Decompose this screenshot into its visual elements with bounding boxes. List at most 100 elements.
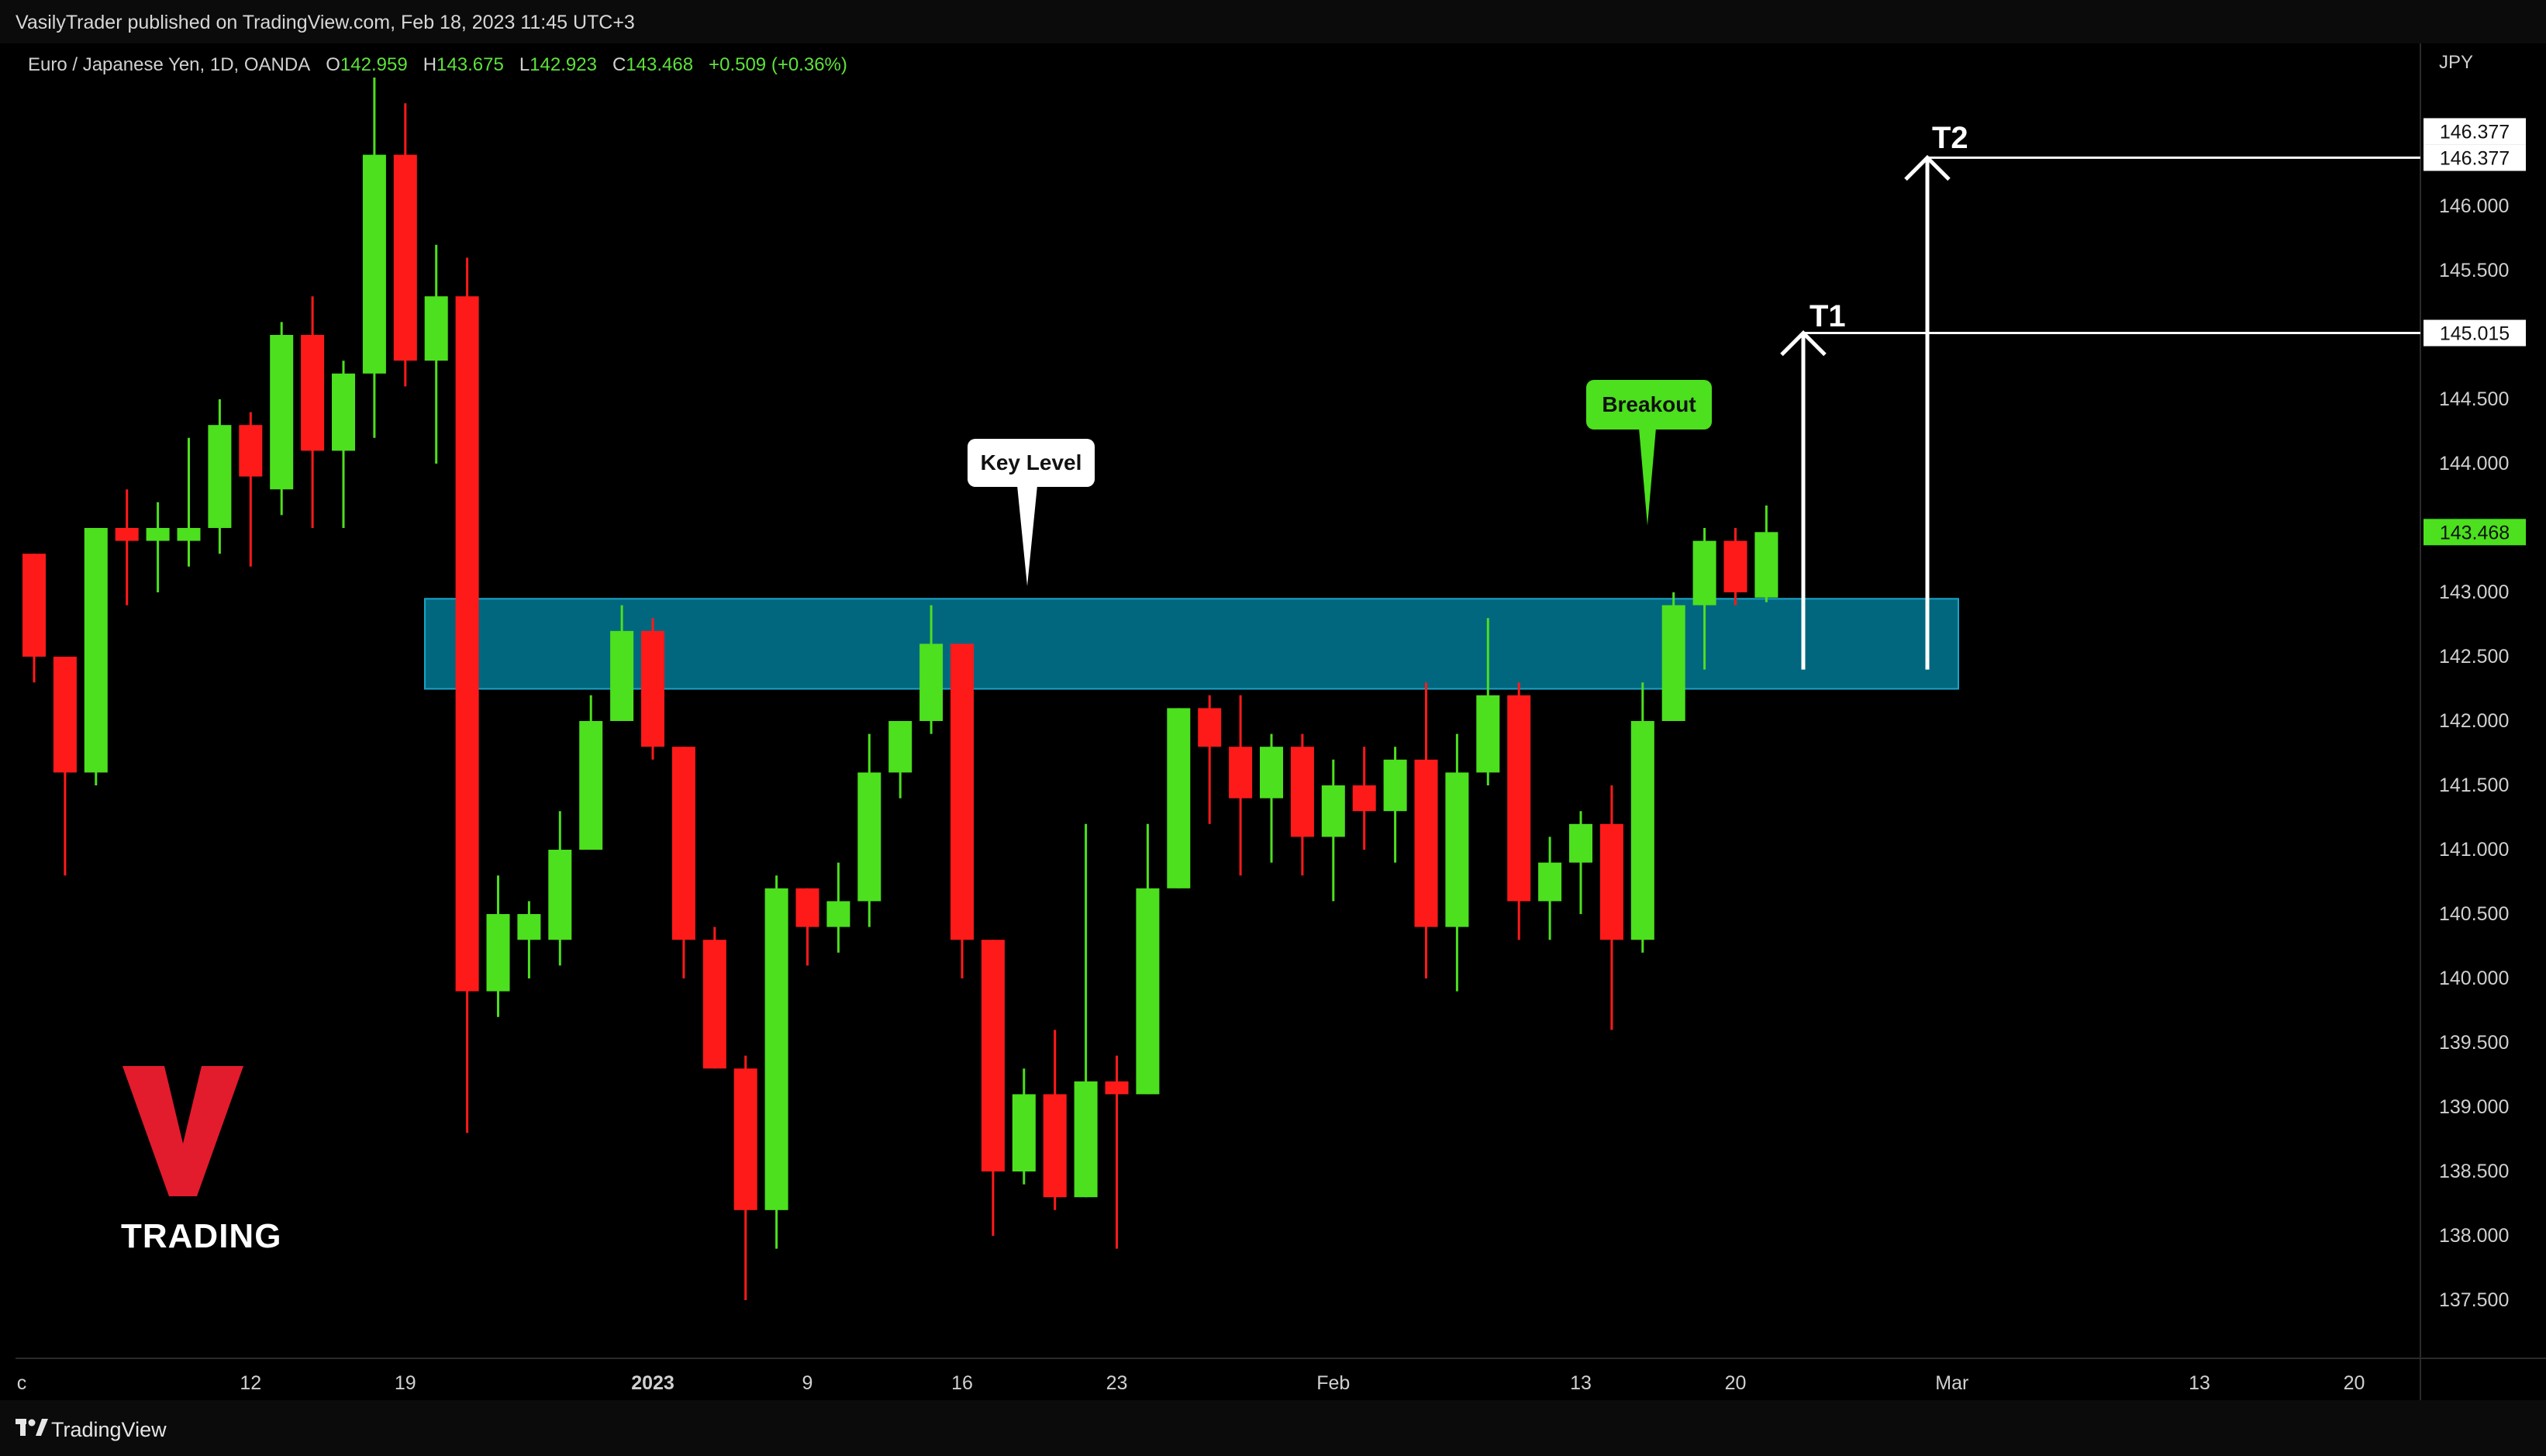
candle-body xyxy=(1538,862,1562,902)
candle[interactable] xyxy=(1043,1030,1067,1210)
candle[interactable] xyxy=(1260,733,1283,863)
key-level-callout[interactable]: Key Level xyxy=(968,439,1095,487)
candle[interactable] xyxy=(393,103,417,387)
price-tick-label: 146.000 xyxy=(2439,195,2509,217)
time-tick-label: 9 xyxy=(802,1372,813,1394)
key-level-zone[interactable] xyxy=(424,598,1959,690)
time-axis[interactable]: c 12 19 2023 9 16 23 Feb 13 20 Mar 13 20 xyxy=(17,1372,2365,1394)
candle[interactable] xyxy=(671,747,695,978)
candle[interactable] xyxy=(239,412,263,567)
candle[interactable] xyxy=(208,399,232,554)
candle[interactable] xyxy=(610,605,634,721)
candle[interactable] xyxy=(548,811,572,966)
candle-body xyxy=(857,772,881,902)
candle[interactable] xyxy=(795,888,819,966)
tradingview-logo-icon[interactable] xyxy=(16,1416,48,1437)
candle[interactable] xyxy=(1630,682,1654,953)
candle[interactable] xyxy=(424,244,448,464)
footer-bar xyxy=(0,1400,2546,1456)
candle[interactable] xyxy=(1599,785,1623,1030)
price-axis[interactable]: 137.500 138.000 138.500 139.000 139.500 140.0… xyxy=(2424,118,2526,1311)
target-lines xyxy=(1780,154,2420,670)
candle[interactable] xyxy=(826,862,850,953)
candle[interactable] xyxy=(84,528,108,785)
price-tick-label: 137.500 xyxy=(2439,1289,2509,1311)
candle[interactable] xyxy=(1723,528,1747,606)
time-tick-label: 13 xyxy=(1570,1372,1592,1394)
candle[interactable] xyxy=(579,695,603,850)
candle[interactable] xyxy=(1198,695,1222,824)
candle[interactable] xyxy=(1012,1068,1036,1185)
candle[interactable] xyxy=(1538,837,1562,940)
candle-body xyxy=(764,888,788,1210)
time-tick-label: 2023 xyxy=(631,1372,674,1394)
candle[interactable] xyxy=(1661,592,1685,721)
candle[interactable] xyxy=(1569,811,1592,914)
candle[interactable] xyxy=(301,296,325,528)
candle[interactable] xyxy=(517,901,541,978)
candle[interactable] xyxy=(1321,759,1345,902)
candle-body xyxy=(177,528,201,541)
candle[interactable] xyxy=(270,322,294,516)
candle[interactable] xyxy=(115,489,139,606)
candle[interactable] xyxy=(177,437,201,567)
price-axis-badge: 143.468 xyxy=(2424,519,2526,546)
candle[interactable] xyxy=(1290,733,1314,876)
candle[interactable] xyxy=(1352,747,1376,850)
candle[interactable] xyxy=(146,502,170,592)
candle[interactable] xyxy=(1692,528,1716,670)
candle[interactable] xyxy=(888,721,912,799)
breakout-callout[interactable]: Breakout xyxy=(1586,380,1712,430)
candle[interactable] xyxy=(1383,747,1407,863)
candle-body xyxy=(486,914,510,992)
price-axis-badge: 145.015 xyxy=(2424,319,2526,347)
candle[interactable] xyxy=(1445,733,1469,992)
high-value: 143.675 xyxy=(436,54,504,75)
currency-label: JPY xyxy=(2439,52,2473,73)
time-tick-label: Feb xyxy=(1316,1372,1350,1394)
candle-body xyxy=(919,643,944,721)
candle[interactable] xyxy=(455,257,479,1133)
price-tick-label: 141.500 xyxy=(2439,775,2509,796)
price-tick-label: 144.500 xyxy=(2439,388,2509,410)
candle-body xyxy=(548,850,572,940)
candle[interactable] xyxy=(981,940,1005,1236)
candle[interactable] xyxy=(641,618,664,760)
candle[interactable] xyxy=(1105,1055,1129,1249)
candle[interactable] xyxy=(857,733,881,927)
candle[interactable] xyxy=(1414,682,1438,978)
price-tick-label: 145.500 xyxy=(2439,260,2509,281)
candle[interactable] xyxy=(332,361,355,528)
candle[interactable] xyxy=(1136,823,1160,1095)
candle[interactable] xyxy=(950,643,974,978)
price-tick-label: 144.000 xyxy=(2439,453,2509,474)
candle-body xyxy=(517,914,541,940)
candle-body xyxy=(1167,708,1191,888)
candle[interactable] xyxy=(53,657,77,876)
time-tick-label: 19 xyxy=(395,1372,416,1394)
candle-body xyxy=(579,721,603,850)
price-tick-label: 142.500 xyxy=(2439,646,2509,668)
target-2-label: T2 xyxy=(1932,121,1968,155)
candlestick-chart[interactable]: 137.500 138.000 138.500 139.000 139.500 140.0… xyxy=(0,0,2546,1400)
tradingview-brand[interactable]: TradingView xyxy=(51,1418,167,1441)
candle[interactable] xyxy=(919,605,944,734)
candle[interactable] xyxy=(1507,682,1531,940)
candle[interactable] xyxy=(1476,618,1500,785)
candle[interactable] xyxy=(1167,708,1191,888)
candle[interactable] xyxy=(22,554,46,683)
candle[interactable] xyxy=(362,78,386,438)
candle-body xyxy=(1352,785,1376,812)
candle-body xyxy=(1290,747,1314,837)
candle[interactable] xyxy=(733,1055,757,1300)
candle[interactable] xyxy=(486,875,510,1017)
candle-body xyxy=(1012,1094,1036,1171)
candle[interactable] xyxy=(1074,823,1098,1198)
candle[interactable] xyxy=(1229,695,1253,876)
candle[interactable] xyxy=(764,875,788,1249)
price-tick-label: 142.000 xyxy=(2439,710,2509,732)
candle[interactable] xyxy=(1754,505,1778,602)
candle[interactable] xyxy=(702,926,726,1069)
candle-body xyxy=(1630,721,1654,940)
candle-body xyxy=(1445,772,1469,927)
